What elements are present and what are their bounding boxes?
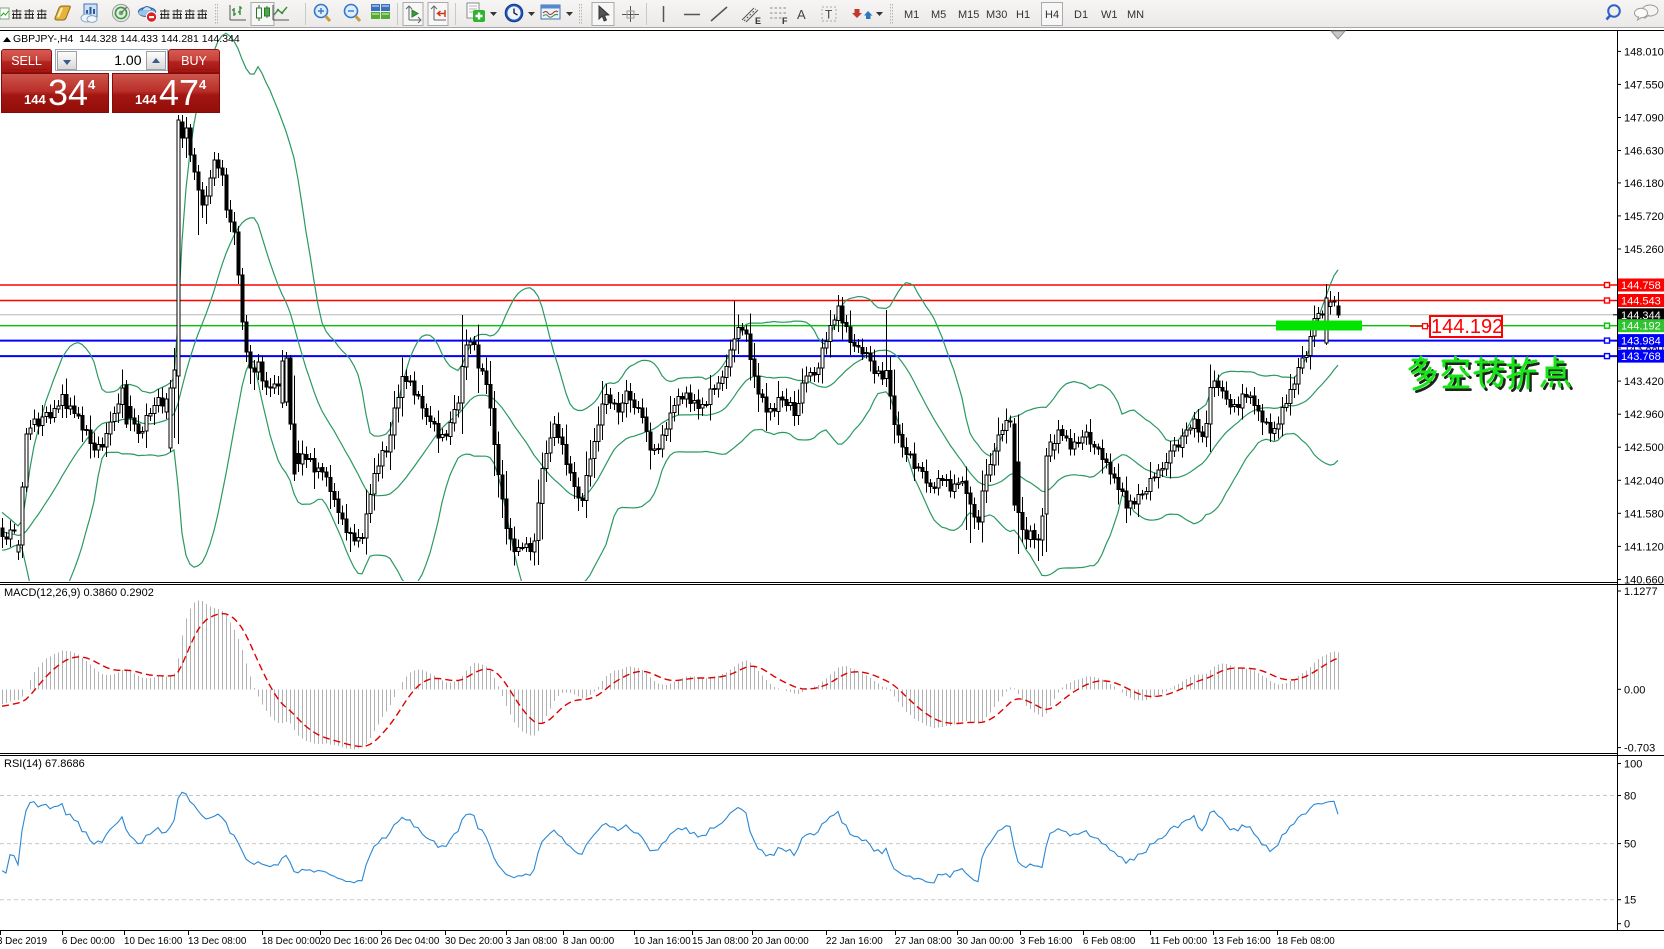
svg-text:MN: MN xyxy=(1127,9,1144,21)
svg-text:RSI(14) 67.8686: RSI(14) 67.8686 xyxy=(4,758,85,770)
svg-text:30 Jan 00:00: 30 Jan 00:00 xyxy=(957,936,1014,947)
svg-text:144.758: 144.758 xyxy=(1621,280,1661,292)
svg-text:11 Feb 00:00: 11 Feb 00:00 xyxy=(1150,936,1208,947)
svg-text:8 Jan 00:00: 8 Jan 00:00 xyxy=(563,936,615,947)
svg-text:3 Jan 08:00: 3 Jan 08:00 xyxy=(506,936,558,947)
svg-text:142.500: 142.500 xyxy=(1624,442,1664,454)
svg-text:M15: M15 xyxy=(958,9,979,21)
svg-text:18 Feb 08:00: 18 Feb 08:00 xyxy=(1277,936,1335,947)
svg-text:10 Dec 16:00: 10 Dec 16:00 xyxy=(124,936,183,947)
svg-text:146.180: 146.180 xyxy=(1624,178,1664,190)
svg-text:M30: M30 xyxy=(986,9,1007,21)
svg-text:144.543: 144.543 xyxy=(1621,296,1661,308)
svg-text:6 Feb 08:00: 6 Feb 08:00 xyxy=(1083,936,1136,947)
svg-text:143.420: 143.420 xyxy=(1624,376,1664,388)
svg-text:1.1277: 1.1277 xyxy=(1624,586,1658,598)
svg-text:MACD(12,26,9) 0.3860 0.2902: MACD(12,26,9) 0.3860 0.2902 xyxy=(4,587,154,599)
svg-text:80: 80 xyxy=(1624,791,1636,803)
svg-text:141.120: 141.120 xyxy=(1624,541,1664,553)
svg-text:140.660: 140.660 xyxy=(1624,574,1664,586)
svg-text:144.192: 144.192 xyxy=(1621,321,1661,333)
svg-text:145.720: 145.720 xyxy=(1624,211,1664,223)
svg-text:142.960: 142.960 xyxy=(1624,409,1664,421)
svg-text:50: 50 xyxy=(1624,839,1636,851)
svg-text:10 Jan 16:00: 10 Jan 16:00 xyxy=(634,936,691,947)
svg-text:F: F xyxy=(782,16,788,26)
svg-text:145.260: 145.260 xyxy=(1624,244,1664,256)
svg-text:143.984: 143.984 xyxy=(1621,336,1661,348)
svg-text:144.344: 144.344 xyxy=(1621,310,1661,322)
svg-text:22 Jan 16:00: 22 Jan 16:00 xyxy=(826,936,883,947)
svg-text:15: 15 xyxy=(1624,895,1636,907)
svg-text:143.768: 143.768 xyxy=(1621,351,1661,363)
svg-text:A: A xyxy=(797,7,806,22)
svg-text:0: 0 xyxy=(1624,919,1630,931)
svg-text:13 Feb 16:00: 13 Feb 16:00 xyxy=(1213,936,1271,947)
svg-text:147.550: 147.550 xyxy=(1624,79,1664,91)
svg-text:T: T xyxy=(825,8,833,22)
svg-text:20 Dec 16:00: 20 Dec 16:00 xyxy=(320,936,379,947)
svg-text:142.040: 142.040 xyxy=(1624,475,1664,487)
svg-text:0.00: 0.00 xyxy=(1624,684,1645,696)
svg-text:D1: D1 xyxy=(1074,9,1088,21)
svg-text:E: E xyxy=(755,16,761,26)
svg-text:H4: H4 xyxy=(1045,9,1059,21)
svg-text:148.010: 148.010 xyxy=(1624,46,1664,58)
svg-text:15 Jan 08:00: 15 Jan 08:00 xyxy=(692,936,749,947)
svg-text:H1: H1 xyxy=(1016,9,1030,21)
svg-text:-0.703: -0.703 xyxy=(1624,743,1655,755)
svg-text:146.630: 146.630 xyxy=(1624,146,1664,158)
svg-text:3 Feb 16:00: 3 Feb 16:00 xyxy=(1020,936,1073,947)
svg-text:100: 100 xyxy=(1624,759,1642,771)
svg-text:26 Dec 04:00: 26 Dec 04:00 xyxy=(381,936,440,947)
svg-text:30 Dec 20:00: 30 Dec 20:00 xyxy=(445,936,504,947)
svg-text:M5: M5 xyxy=(931,9,946,21)
svg-text:13 Dec 08:00: 13 Dec 08:00 xyxy=(188,936,247,947)
svg-text:M1: M1 xyxy=(904,9,919,21)
svg-text:18 Dec 00:00: 18 Dec 00:00 xyxy=(262,936,321,947)
svg-text:20 Jan 00:00: 20 Jan 00:00 xyxy=(752,936,809,947)
svg-text:W1: W1 xyxy=(1101,9,1118,21)
svg-text:147.090: 147.090 xyxy=(1624,113,1664,125)
svg-text:141.580: 141.580 xyxy=(1624,508,1664,520)
svg-text:3 Dec 2019: 3 Dec 2019 xyxy=(0,936,47,947)
svg-text:6 Dec 00:00: 6 Dec 00:00 xyxy=(62,936,115,947)
svg-text:27 Jan 08:00: 27 Jan 08:00 xyxy=(895,936,952,947)
